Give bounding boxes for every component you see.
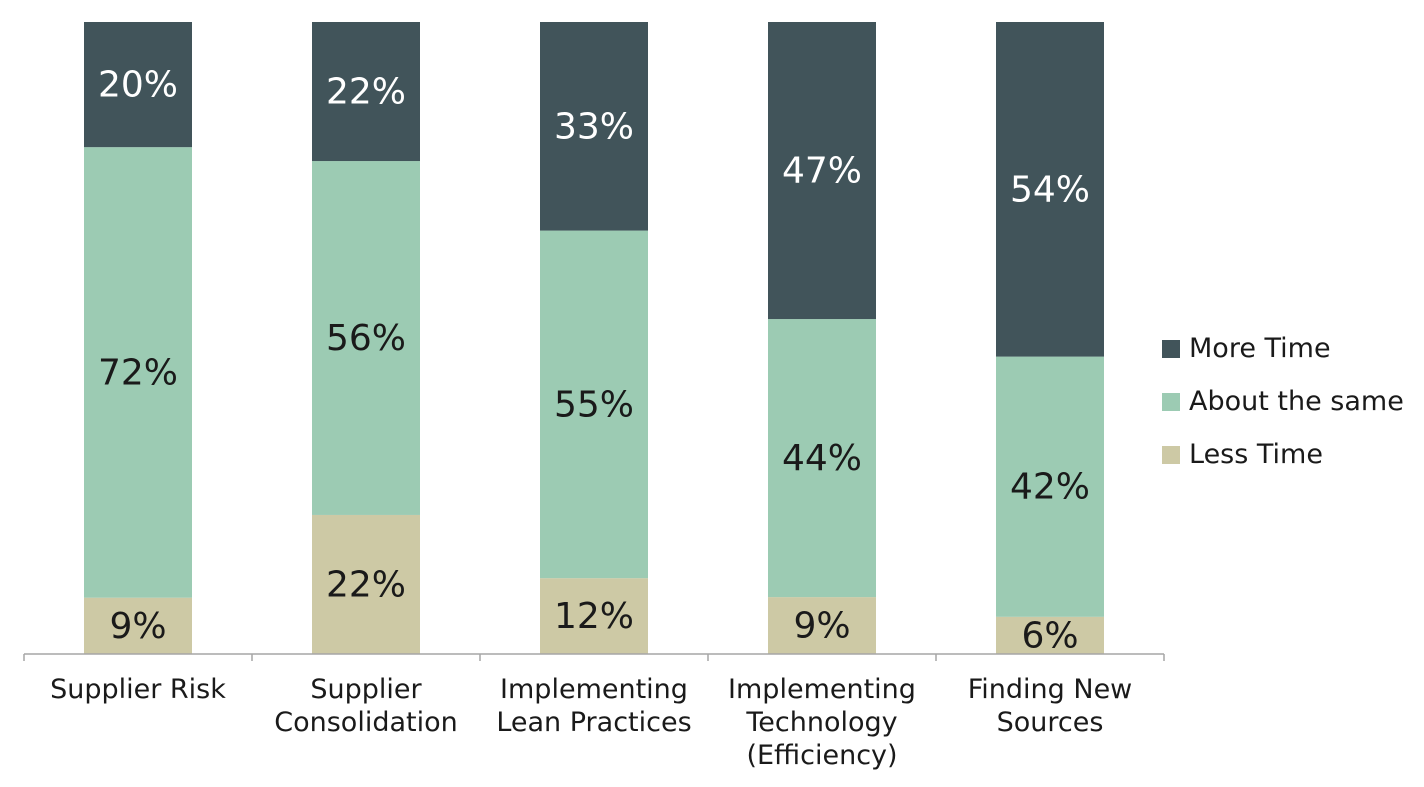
x-axis: [23, 653, 1165, 661]
category-label-line: Sources: [997, 707, 1104, 738]
legend: More Time About the same Less Time: [1162, 322, 1404, 481]
category-label-line: Consolidation: [274, 707, 457, 738]
bar-segment: [540, 578, 648, 654]
data-label: 44%: [782, 438, 862, 479]
bars-layer: 9% 72% 20% 22% 56% 22% 12% 55% 33% 9% 44% 47% 6% 42% 5…: [84, 22, 1104, 656]
bar-segment: [84, 597, 192, 654]
data-label: 22%: [326, 564, 406, 605]
category-label-line: Finding New: [968, 674, 1133, 705]
data-label: 22%: [326, 72, 406, 113]
data-label: 9%: [109, 606, 166, 647]
legend-swatch: [1162, 445, 1180, 464]
data-label: 54%: [1010, 169, 1090, 210]
category-label-line: Supplier: [310, 674, 422, 705]
bar-segment: [312, 514, 420, 654]
legend-swatch: [1162, 339, 1180, 358]
bar-segment: [996, 616, 1104, 654]
legend-item: About the same: [1162, 375, 1404, 428]
legend-item: More Time: [1162, 322, 1404, 375]
category-label-line: Lean Practices: [496, 707, 691, 738]
legend-label: More Time: [1189, 333, 1331, 364]
bar-segment: [84, 147, 192, 598]
bar-segment: [768, 319, 876, 598]
legend-item: Less Time: [1162, 428, 1404, 481]
data-label: 9%: [793, 606, 850, 647]
data-label: 6%: [1021, 615, 1078, 656]
data-label: 47%: [782, 151, 862, 192]
category-label: Implementing Lean Practices: [496, 674, 691, 738]
bar-segment: [768, 597, 876, 654]
data-label: 55%: [554, 384, 634, 425]
data-label: 20%: [98, 65, 178, 106]
bar-segment: [768, 22, 876, 320]
bar-segment: [540, 22, 648, 231]
category-label: Supplier Consolidation: [274, 674, 457, 738]
category-label-line: Supplier Risk: [50, 674, 226, 705]
category-label: Finding New Sources: [968, 674, 1133, 738]
data-label: 56%: [326, 318, 406, 359]
data-label: 72%: [98, 352, 178, 393]
category-label-line: Technology: [745, 707, 897, 738]
legend-swatch: [1162, 392, 1180, 411]
data-label: 42%: [1010, 467, 1090, 508]
data-label: 33%: [554, 106, 634, 147]
data-label: 12%: [554, 596, 634, 637]
category-label: Implementing Technology (Efficiency): [728, 674, 916, 771]
category-labels: Supplier Risk Supplier Consolidation Implem…: [50, 674, 1132, 771]
category-label-line: (Efficiency): [746, 740, 897, 771]
bar-segment: [996, 22, 1104, 357]
category-label: Supplier Risk: [50, 674, 226, 705]
legend-label: Less Time: [1189, 439, 1323, 470]
bar-segment: [540, 230, 648, 579]
bar-segment: [84, 22, 192, 148]
bar-segment: [312, 22, 420, 162]
bar-segment: [312, 161, 420, 515]
bar-segment: [996, 356, 1104, 617]
legend-label: About the same: [1189, 386, 1404, 417]
category-label-line: Implementing: [500, 674, 688, 705]
category-label-line: Implementing: [728, 674, 916, 705]
